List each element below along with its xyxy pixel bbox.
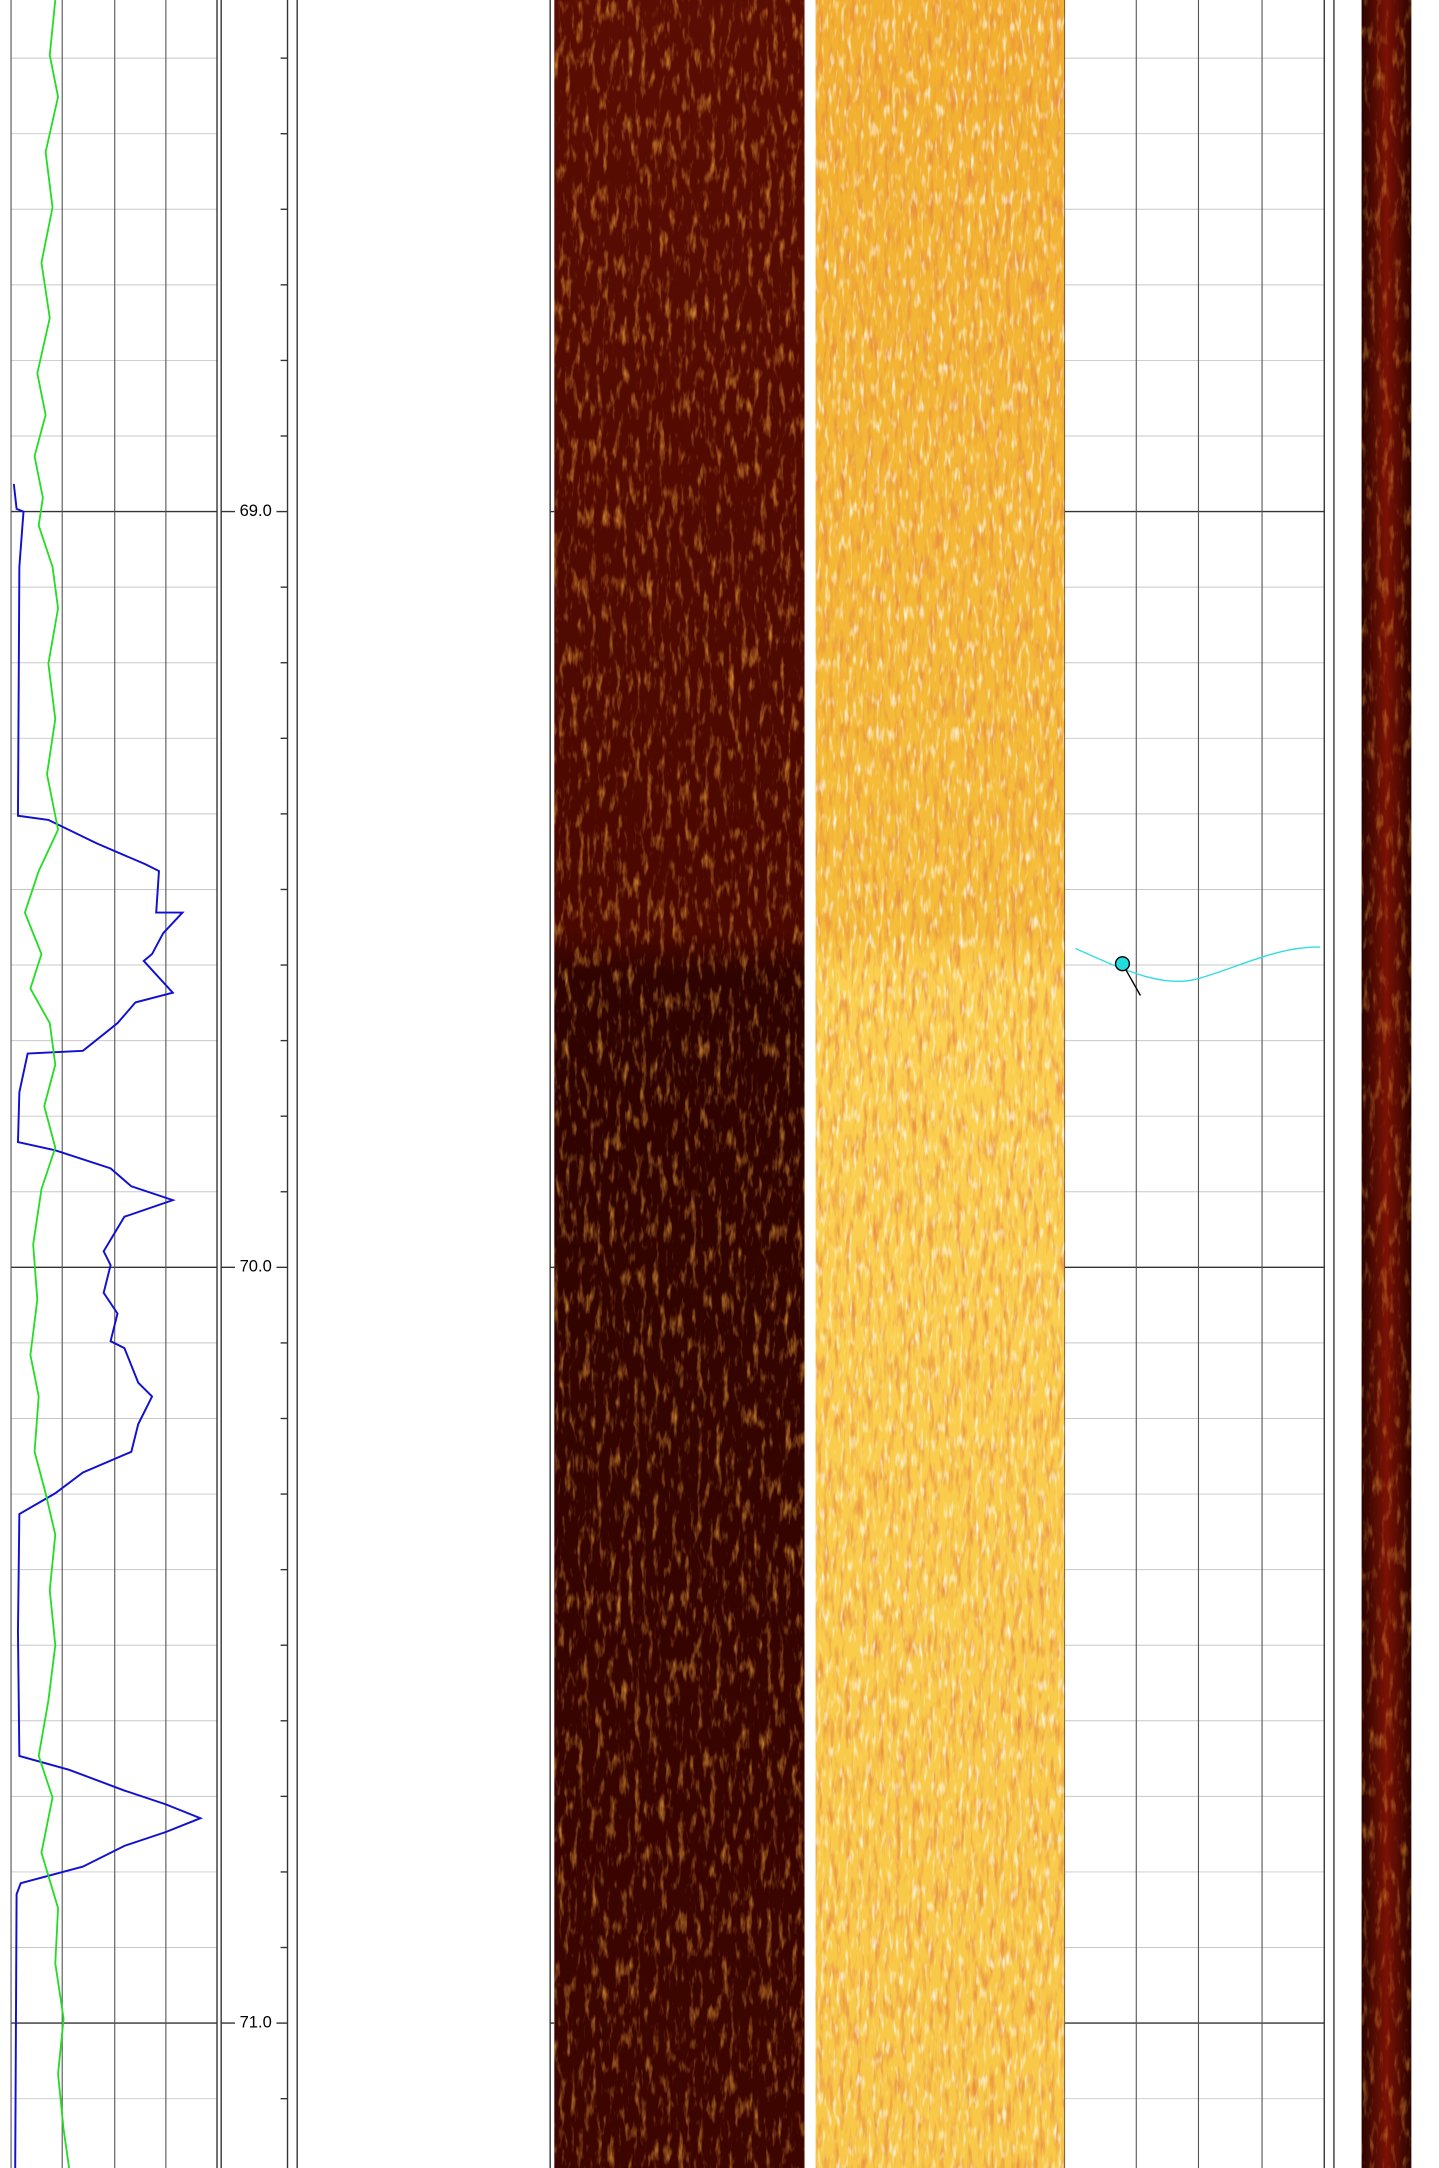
- image-track-thin: [1362, 0, 1412, 2168]
- sinusoid: [1075, 947, 1320, 981]
- depth-label: 69.0: [240, 501, 272, 520]
- well-log: 69.0 70.0 71.0: [0, 0, 1439, 2168]
- depth-label: 70.0: [240, 1257, 272, 1276]
- dip-tadpole: [1116, 957, 1130, 971]
- page: 69.070.071.0 (() => { const data = JSON.…: [0, 0, 1439, 2168]
- image-track-traveltime: [816, 0, 1065, 2168]
- blue-curve: [14, 484, 201, 2168]
- depth-label: 71.0: [240, 2012, 272, 2031]
- depth-track: 69.0 70.0 71.0: [235, 501, 276, 2035]
- image-track-amplitude: [554, 0, 804, 2168]
